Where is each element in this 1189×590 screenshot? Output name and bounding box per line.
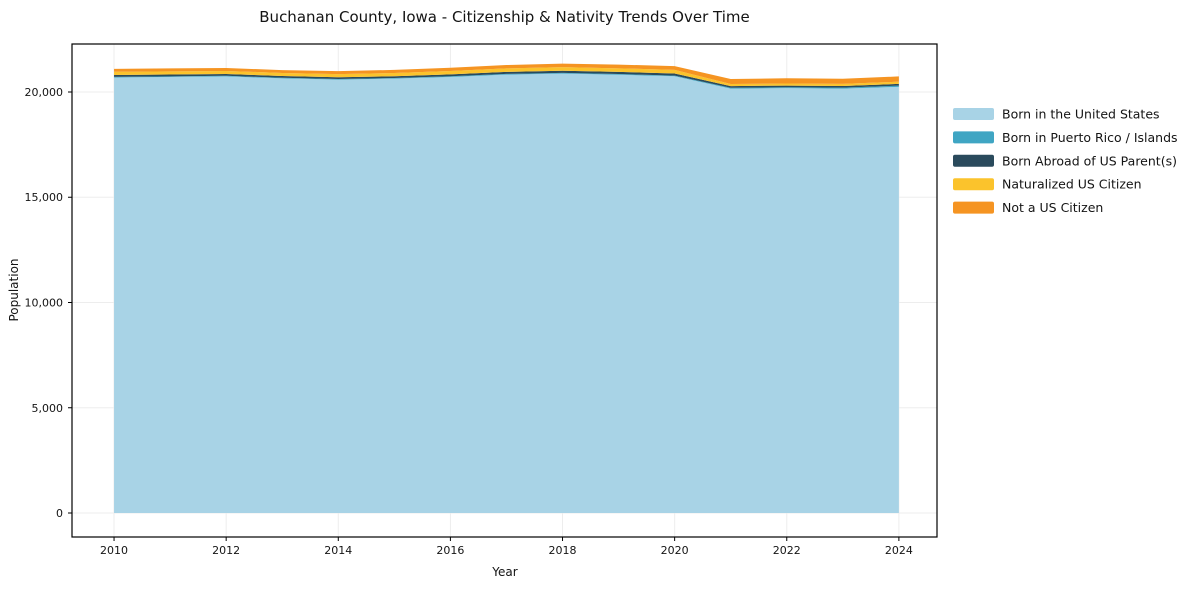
x-tick-label: 2018 [549,544,577,557]
x-tick-label: 2012 [212,544,240,557]
legend-label: Naturalized US Citizen [1002,177,1142,192]
legend-swatch [953,178,994,191]
chart-title: Buchanan County, Iowa - Citizenship & Na… [259,8,750,26]
y-tick-label: 15,000 [25,191,64,204]
legend-swatch [953,154,994,167]
legend-label: Born Abroad of US Parent(s) [1002,153,1177,168]
legend-label: Not a US Citizen [1002,200,1103,215]
legend-label: Born in the United States [1002,107,1160,122]
plot-border [71,43,938,538]
y-tick-label: 5,000 [32,402,64,415]
legend-swatch [953,131,994,144]
area-series-4 [114,67,899,87]
x-tick-label: 2020 [661,544,689,557]
legend-swatch [953,108,994,120]
area-series-3 [114,70,899,88]
y-tick-label: 0 [56,507,63,520]
y-tick-label: 10,000 [25,296,64,309]
legend-label: Born in Puerto Rico / Islands [1002,130,1178,145]
area-series-5 [114,63,899,84]
y-tick-label: 20,000 [25,86,64,99]
x-tick-label: 2016 [436,544,464,557]
legend-swatch [953,201,994,214]
area-series-1 [114,73,899,514]
x-tick-label: 2022 [773,544,801,557]
y-axis-label: Population [7,258,21,322]
x-axis-label: Year [492,565,518,579]
x-tick-label: 2010 [100,544,128,557]
x-tick-label: 2014 [324,544,352,557]
x-tick-label: 2024 [885,544,913,557]
